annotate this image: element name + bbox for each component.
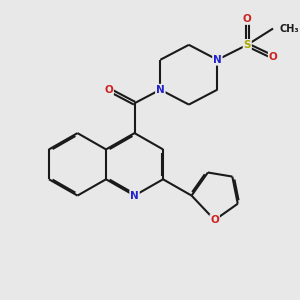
Text: O: O [269, 52, 278, 62]
Text: N: N [130, 190, 139, 201]
Text: S: S [244, 40, 251, 50]
Text: N: N [213, 55, 222, 65]
Text: O: O [243, 14, 252, 24]
Text: O: O [210, 215, 219, 225]
Text: CH₃: CH₃ [279, 23, 299, 34]
Text: N: N [156, 85, 165, 94]
Text: O: O [104, 85, 113, 94]
